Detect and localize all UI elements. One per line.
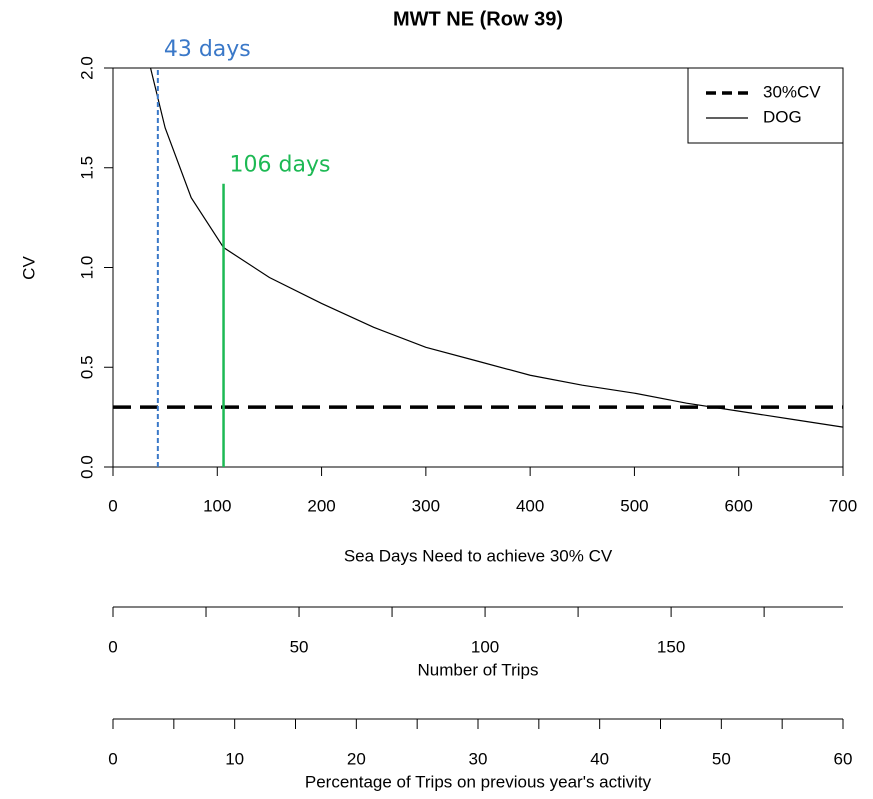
legend-box (687, 67, 844, 144)
extra-axis-tick-label: 100 (471, 637, 499, 656)
y-tick-label: 0.0 (77, 455, 96, 479)
extra-axis-tick-label: 0 (108, 637, 117, 656)
extra-axis-tick-label: 10 (225, 749, 244, 768)
extra-axis-label: Number of Trips (418, 660, 539, 679)
y-axis-label: CV (19, 256, 38, 280)
x-tick-label: 600 (725, 496, 753, 515)
y-tick-label: 0.5 (77, 355, 96, 379)
marker-label: 106 days (230, 153, 331, 178)
x-tick-label: 500 (620, 496, 648, 515)
extra-axis-tick-label: 0 (108, 749, 117, 768)
x-axis-label: Sea Days Need to achieve 30% CV (344, 546, 613, 565)
y-tick-label: 2.0 (77, 56, 96, 80)
y-tick-label: 1.0 (77, 256, 96, 280)
x-tick-label: 700 (829, 496, 857, 515)
x-tick-label: 100 (203, 496, 231, 515)
y-tick-label: 1.5 (77, 156, 96, 180)
extra-axis-label: Percentage of Trips on previous year's a… (305, 772, 652, 791)
extra-axis-tick-label: 20 (347, 749, 366, 768)
x-tick-label: 400 (516, 496, 544, 515)
data-line (149, 67, 844, 428)
x-tick-label: 200 (307, 496, 335, 515)
legend-label: 30%CV (763, 82, 821, 101)
legend-label: DOG (763, 107, 802, 126)
extra-axis-tick-label: 30 (469, 749, 488, 768)
x-tick-label: 0 (108, 496, 117, 515)
extra-axis-tick-label: 50 (712, 749, 731, 768)
x-tick-label: 300 (412, 496, 440, 515)
extra-axis-tick-label: 40 (590, 749, 609, 768)
extra-axis-tick-label: 60 (834, 749, 853, 768)
extra-axis-tick-label: 150 (657, 637, 685, 656)
marker-label: 43 days (164, 37, 251, 62)
chart-title: MWT NE (Row 39) (393, 8, 563, 30)
extra-axis-tick-label: 50 (290, 637, 309, 656)
